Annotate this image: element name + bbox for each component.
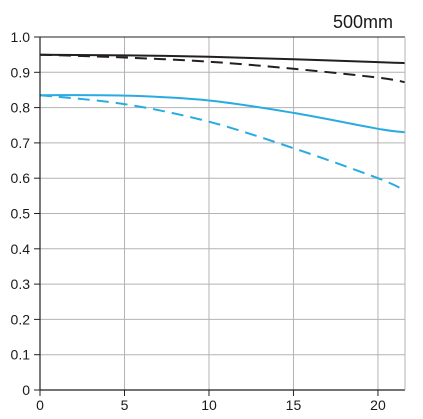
x-tick-label: 20 — [370, 397, 386, 413]
y-tick-label: 0.8 — [11, 100, 31, 116]
y-tick-label: 0.9 — [11, 64, 31, 80]
y-tick-label: 0.7 — [11, 135, 31, 151]
y-tick-label: 0.4 — [11, 241, 31, 257]
series-line-4 — [39, 94, 406, 192]
y-tick-label: 0.2 — [11, 311, 31, 327]
y-tick-label: 1.0 — [11, 29, 31, 45]
y-tick-label: 0.6 — [11, 170, 31, 186]
series-line-1 — [39, 53, 406, 65]
axes — [34, 36, 406, 396]
tick-labels: 0 0.1 0.2 0.3 0.4 0.5 0.6 0.7 0.8 0.9 1.0 0 5 10 15 20 — [11, 29, 386, 413]
x-tick-label: 0 — [36, 397, 44, 413]
y-tick-label: 0.1 — [11, 347, 31, 363]
series-line-3 — [39, 94, 406, 134]
y-tick-label: 0 — [22, 382, 30, 398]
y-tick-label: 0.5 — [11, 206, 31, 222]
x-tick-label: 10 — [201, 397, 217, 413]
series-group — [39, 53, 406, 192]
x-tick-label: 5 — [121, 397, 129, 413]
x-tick-label: 15 — [286, 397, 302, 413]
series-line-2 — [39, 53, 406, 84]
grid — [40, 36, 405, 390]
chart-title: 500mm — [333, 12, 393, 32]
y-tick-label: 0.3 — [11, 276, 31, 292]
